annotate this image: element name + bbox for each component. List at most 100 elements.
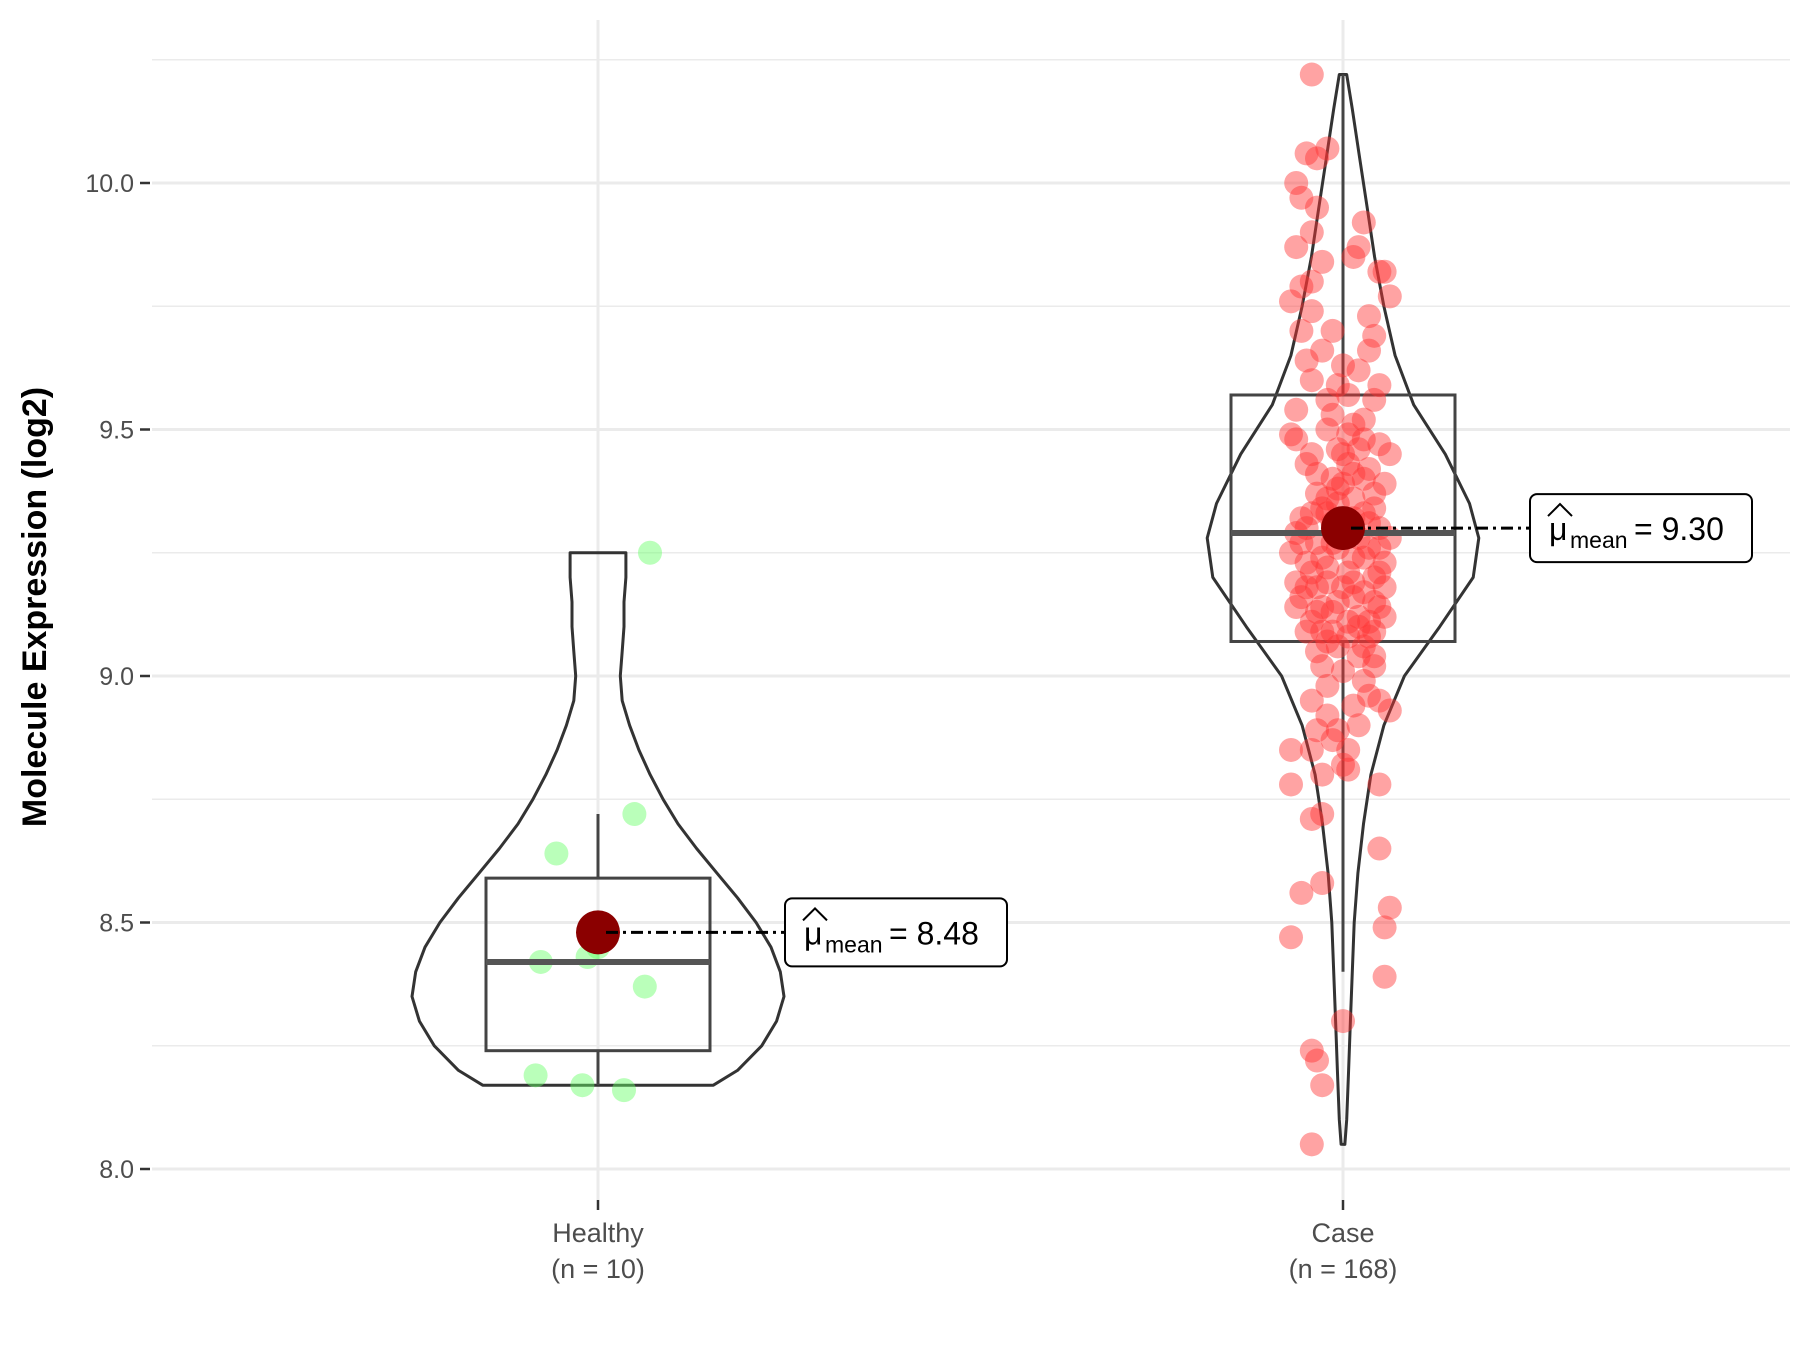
data-point [1315,629,1340,654]
x-category-label: Healthy [552,1218,644,1248]
data-point [1299,609,1324,634]
data-point [1367,259,1392,284]
data-point [1341,693,1366,718]
data-point [1320,466,1345,491]
data-point [1331,353,1355,378]
data-point [1341,412,1366,437]
data-point [1310,619,1335,644]
mean-symbol: μ [804,915,822,951]
x-category-label: Case [1311,1218,1374,1248]
y-tick-label: 9.5 [99,417,134,445]
data-point [1305,146,1329,171]
data-point [1289,530,1314,555]
data-point [1279,772,1303,797]
data-point [1284,235,1309,260]
data-point [1305,195,1329,220]
data-point [1357,304,1381,329]
data-point [523,1063,548,1088]
data-point [1320,318,1345,343]
data-point [1325,373,1350,398]
y-tick-label: 9.0 [99,663,134,691]
data-point [1299,737,1324,762]
data-point [1346,713,1371,738]
data-point [1299,299,1324,324]
data-point [1310,654,1335,679]
data-point [1289,506,1314,531]
data-point [1372,550,1397,575]
mean-symbol: μ [1549,511,1567,547]
data-point [1367,688,1392,713]
data-point [1336,560,1361,585]
data-point [1362,590,1387,615]
data-point [1372,259,1397,284]
data-point [1377,698,1402,723]
data-point [1331,659,1355,684]
data-point [1320,599,1345,624]
data-point [1279,925,1303,950]
data-point [1284,397,1309,422]
data-point [1325,437,1350,462]
data-point [1289,585,1314,610]
data-point [1341,486,1366,511]
data-point [570,1073,595,1098]
data-point [1310,1073,1335,1098]
data-point [1310,762,1335,787]
x-category-count: (n = 168) [1289,1254,1398,1284]
data-point [1294,619,1319,644]
data-point [1351,466,1376,491]
mean-subscript: mean [825,931,883,957]
data-point [1310,871,1335,896]
x-category-count: (n = 10) [551,1254,645,1284]
data-point [1299,62,1324,87]
data-point [1289,185,1314,210]
hat-symbol [1547,502,1573,517]
data-point [1336,382,1361,407]
data-point [1315,673,1340,698]
mean-value-label: = 8.48 [889,915,979,951]
data-point [1320,728,1345,753]
data-point [1362,496,1387,521]
data-point [1310,338,1335,363]
data-point [1315,555,1340,580]
data-point [1362,644,1387,669]
data-point [1346,358,1371,383]
mean-subscript: mean [1570,527,1628,553]
data-point [1305,599,1329,624]
y-tick-label: 10.0 [85,170,134,198]
data-point [1362,387,1387,412]
data-point [1351,427,1376,452]
data-point [1331,575,1355,600]
data-point [1331,1009,1355,1034]
data-point [1289,880,1314,905]
data-point [1346,644,1371,669]
data-point [1315,570,1340,595]
data-point [1367,836,1392,861]
y-axis: 8.0 8.5 9.0 9.5 10.0 [85,170,150,1184]
data-point [1377,895,1402,920]
data-point [1325,718,1350,743]
data-point [1310,249,1335,274]
violin-outline [410,551,786,1087]
data-point [1351,634,1376,659]
data-point [1341,244,1366,269]
data-point [1336,422,1361,447]
violin-groups: μ mean = 8.48μ mean = 9.30 [410,62,1753,1157]
data-point [1284,594,1309,619]
data-point [1299,560,1324,585]
data-point [1372,471,1397,496]
data-point [1315,417,1340,442]
data-point [1372,575,1397,600]
data-point [1299,220,1324,245]
data-point [1357,683,1381,708]
data-point [1362,565,1387,590]
data-point [1294,348,1319,373]
data-point [1357,338,1381,363]
mean-label-box [784,897,1008,968]
data-point [1351,407,1376,432]
data-points [523,540,662,1103]
data-point [1315,703,1340,728]
data-point [1357,456,1381,481]
data-point [1305,639,1329,664]
data-point [1362,619,1387,644]
